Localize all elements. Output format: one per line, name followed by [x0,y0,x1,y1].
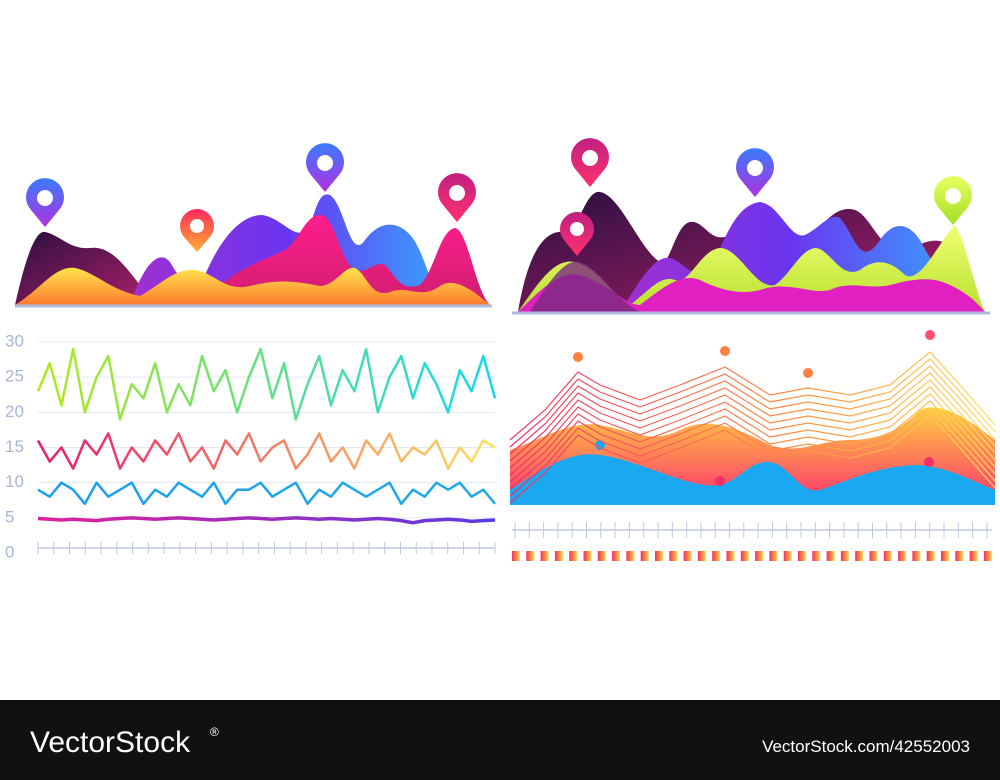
legend-square [755,551,764,561]
url: VectorStock.com/42552003 [762,737,970,756]
legend-square [926,551,935,561]
y-tick-label: 15 [5,437,24,456]
decor-circle [37,190,53,206]
mountain-chart-left [15,143,492,308]
legend-square [883,551,892,561]
y-tick-label: 5 [5,507,14,526]
legend-square [597,551,606,561]
decor-path [518,274,985,312]
wave-line [509,407,996,497]
wave-line [509,379,996,469]
legend-square [554,551,563,561]
legend-square [955,551,964,561]
legend-square [812,551,821,561]
legend-square [769,551,778,561]
decor-circle [582,150,598,166]
legend-square [540,551,549,561]
legend-square [712,551,721,561]
series-line [37,481,496,506]
series-line [37,516,496,525]
y-tick-label: 30 [5,331,24,350]
decor-circle [803,368,813,378]
legend-square [569,551,578,561]
legend-square [655,551,663,561]
mountain-chart-right [512,138,990,315]
wave-line [509,414,996,504]
wave-chart [509,330,996,561]
legend-square [969,551,978,561]
decor-path [510,454,995,505]
legend-square [869,551,878,561]
decor-circle [715,476,725,486]
decor-circle [190,219,204,233]
decor-circle [747,160,763,176]
y-tick-label: 0 [5,542,14,561]
wave-line [509,400,996,490]
decor-circle [573,352,583,362]
decor-path [530,261,640,312]
wave-line [509,351,996,441]
wave-line [509,358,996,448]
legend-square [626,551,635,561]
legend-square [583,551,592,561]
legend-square [697,551,706,561]
legend-square [941,551,949,561]
decor-circle [925,330,935,340]
brand: VectorStock [30,726,191,759]
legend-square [740,551,749,561]
legend-square [612,551,621,561]
legend-square [526,551,535,561]
brand-mark: ® [210,725,219,739]
wave-line [509,365,996,455]
legend-square [898,551,907,561]
decor-circle [317,155,333,171]
decor-circle [449,185,465,201]
legend-square [783,551,792,561]
legend-square [912,551,921,561]
decor-path [15,267,490,305]
series-line [36,347,497,421]
legend-square [840,551,849,561]
series-line [36,432,496,470]
decor-circle [570,222,584,236]
legend-square [669,551,678,561]
legend-square [826,551,835,561]
decor-rect [0,700,1000,780]
legend-square [726,551,735,561]
y-tick-label: 10 [5,472,24,491]
decor-circle [945,188,961,204]
legend-square [855,551,864,561]
footer: VectorStock ® VectorStock.com/42552003 [0,700,1000,780]
wave-line [509,393,996,483]
wave-line [509,386,996,476]
decor-circle [720,346,730,356]
legend-square [683,551,692,561]
legend-square [512,551,520,561]
line-chart: 0 5 10 15 20 25 30 [5,331,497,561]
legend-square [640,551,649,561]
y-tick-label: 20 [5,402,24,421]
y-tick-label: 25 [5,367,24,386]
decor-circle [924,457,934,467]
wave-line [509,372,996,462]
legend-square [983,551,992,561]
legend-square [798,551,806,561]
